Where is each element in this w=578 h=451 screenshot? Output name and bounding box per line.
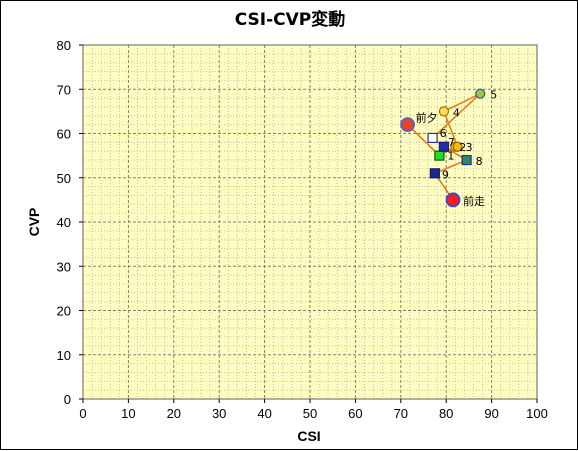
x-tick-label: 10 — [121, 406, 135, 421]
data-point — [400, 117, 416, 133]
y-tick-label: 80 — [57, 38, 71, 53]
x-tick-label: 0 — [79, 406, 86, 421]
x-tick-label: 100 — [526, 406, 548, 421]
y-axis-ticks: 0 10 20 30 40 50 60 70 80 — [57, 38, 83, 407]
x-tick-label: 40 — [257, 406, 271, 421]
point-label: 前夕 — [416, 111, 438, 125]
data-point — [438, 141, 450, 152]
point-label: 1 — [447, 150, 454, 163]
x-axis-title: CSI — [297, 428, 320, 444]
data-point — [475, 88, 486, 99]
point-label: 7 — [448, 136, 455, 149]
point-label: 2 — [459, 141, 466, 154]
x-tick-label: 80 — [439, 406, 453, 421]
x-tick-label: 50 — [303, 406, 317, 421]
y-tick-label: 0 — [64, 392, 71, 407]
point-label: 4 — [453, 106, 460, 119]
point-label: 6 — [440, 127, 447, 140]
data-point — [445, 192, 461, 208]
data-point — [427, 132, 438, 144]
x-tick-label: 20 — [167, 406, 181, 421]
point-labels: 前夕 12 3 4 5 67 8 9 前走 — [416, 89, 498, 208]
y-tick-label: 70 — [57, 82, 71, 97]
series-markers — [400, 88, 486, 208]
point-label: 前走 — [463, 194, 485, 208]
y-tick-label: 10 — [57, 348, 71, 363]
data-point — [452, 141, 463, 152]
x-tick-label: 70 — [394, 406, 408, 421]
point-label: 8 — [476, 155, 483, 168]
x-axis-ticks: 0 10 20 30 40 50 60 70 80 90 100 — [79, 399, 548, 421]
x-tick-label: 30 — [212, 406, 226, 421]
x-tick-label: 90 — [484, 406, 498, 421]
x-tick-label: 60 — [348, 406, 362, 421]
y-tick-label: 40 — [57, 215, 71, 230]
data-point — [438, 106, 450, 117]
y-tick-label: 50 — [57, 171, 71, 186]
y-tick-label: 60 — [57, 127, 71, 142]
point-label: 3 — [466, 141, 473, 154]
y-tick-label: 20 — [57, 304, 71, 319]
data-point — [429, 168, 440, 179]
data-point — [434, 150, 445, 161]
y-axis-title: CVP — [26, 208, 42, 237]
point-label: 9 — [442, 168, 449, 181]
point-label: 5 — [490, 89, 497, 102]
data-point — [461, 154, 472, 166]
chart-title: CSI-CVP変動 — [235, 9, 346, 30]
y-tick-label: 30 — [57, 259, 71, 274]
